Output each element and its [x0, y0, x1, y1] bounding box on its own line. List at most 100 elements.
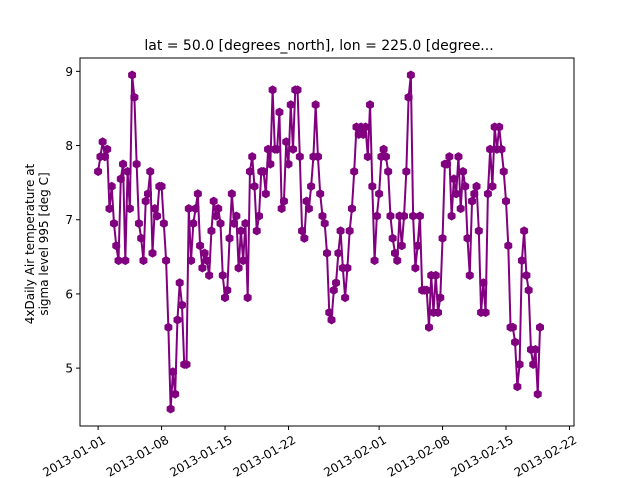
data-point: [148, 248, 157, 258]
data-point: [522, 270, 531, 280]
data-point: [347, 204, 356, 214]
data-point: [146, 166, 155, 177]
data-point: [137, 233, 146, 243]
data-point: [343, 263, 352, 273]
data-point: [105, 204, 114, 214]
data-point: [345, 226, 354, 236]
data-point: [375, 189, 384, 199]
data-point: [316, 189, 325, 199]
y-tick-label: 9: [65, 65, 73, 79]
data-point: [445, 152, 454, 162]
y-axis-label-line-2: sigma level 995 [deg C]: [37, 172, 51, 315]
data-point: [284, 159, 293, 169]
data-point: [166, 404, 175, 414]
data-point: [282, 137, 291, 147]
data-point: [415, 211, 424, 221]
data-point: [121, 255, 130, 266]
data-point: [472, 181, 481, 191]
data-point: [483, 189, 492, 199]
data-point: [479, 278, 488, 288]
data-point: [205, 270, 214, 280]
data-point: [173, 315, 182, 325]
data-point: [128, 70, 137, 80]
data-point: [327, 315, 336, 325]
data-point: [209, 196, 218, 206]
y-axis-label: 4xDaily Air temperature at sigma level 9…: [23, 163, 51, 324]
plot-frame: [79, 57, 575, 427]
data-point: [293, 85, 302, 95]
data-point: [182, 359, 191, 370]
data-point: [232, 211, 241, 221]
y-tick-label: 7: [65, 213, 73, 227]
data-point: [241, 218, 250, 229]
data-point: [218, 270, 227, 280]
data-point: [119, 159, 128, 169]
data-point: [393, 255, 402, 266]
data-point: [248, 152, 257, 162]
data-point: [187, 255, 196, 266]
data-point: [515, 359, 524, 370]
data-point: [404, 92, 413, 102]
data-point: [100, 152, 109, 162]
data-point: [114, 255, 123, 266]
data-point: [465, 270, 474, 280]
data-point: [141, 196, 150, 206]
data-point: [341, 293, 350, 303]
data-point: [468, 196, 476, 206]
data-point: [277, 204, 286, 214]
y-axis: 5 6 7 8 9: [65, 65, 80, 376]
data-point: [139, 255, 148, 266]
data-point: [536, 322, 544, 332]
data-point: [162, 255, 171, 266]
data-point: [304, 204, 313, 214]
data-point: [474, 226, 483, 236]
data-point: [436, 293, 445, 303]
data-point: [239, 255, 248, 266]
data-point: [495, 122, 504, 132]
data-point: [325, 307, 334, 318]
data-point: [196, 241, 205, 251]
data-point: [488, 181, 497, 191]
data-point: [529, 359, 538, 370]
data-point: [379, 144, 388, 154]
data-point: [103, 144, 112, 154]
data-point: [98, 137, 107, 147]
data-point: [318, 211, 327, 221]
data-point: [255, 211, 263, 221]
data-point: [200, 248, 209, 258]
data-point: [266, 159, 275, 169]
data-point: [502, 196, 510, 206]
data-point: [227, 189, 236, 199]
plot-area: [94, 70, 544, 414]
data-point: [168, 367, 177, 377]
data-point: [336, 226, 345, 236]
data-point: [184, 204, 193, 214]
data-point: [402, 166, 411, 177]
data-point: [334, 248, 343, 258]
series-line: [97, 74, 542, 410]
data-point: [164, 322, 173, 332]
data-point: [511, 337, 520, 347]
data-point: [434, 307, 443, 318]
data-point: [454, 152, 463, 162]
data-point: [191, 204, 200, 214]
data-point: [533, 389, 542, 399]
data-point: [425, 322, 433, 332]
data-point: [302, 196, 311, 206]
data-point: [178, 300, 186, 310]
chart-title: lat = 50.0 [degrees_north], lon = 225.0 …: [144, 38, 493, 54]
data-point: [508, 322, 517, 332]
data-point: [449, 174, 458, 184]
y-axis-label-line-1: 4xDaily Air temperature at: [23, 163, 37, 324]
data-point: [123, 166, 132, 177]
data-point: [372, 211, 381, 221]
data-point: [311, 100, 320, 110]
data-point: [144, 189, 152, 199]
data-point: [171, 389, 180, 399]
data-point: [458, 166, 467, 177]
data-point: [289, 144, 297, 154]
data-point: [211, 211, 220, 221]
data-point: [463, 233, 472, 243]
